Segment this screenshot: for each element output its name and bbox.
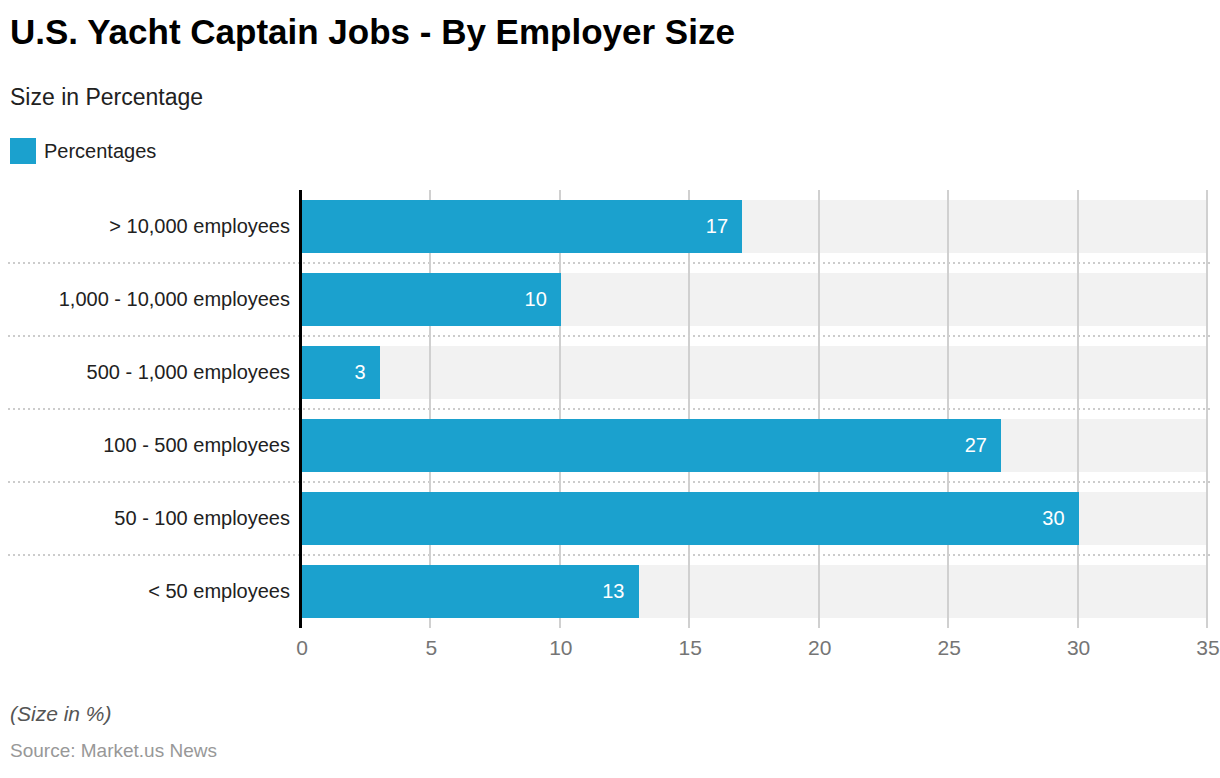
plot-area: 17 10 3 27 30 13 [302,190,1208,628]
category-label: 500 - 1,000 employees [0,336,290,409]
legend: Percentages [10,138,156,164]
x-tick-label: 10 [549,636,572,660]
bar-value-label: 10 [525,288,561,311]
x-tick-label: 5 [426,636,438,660]
footnote: (Size in %) [10,702,112,726]
category-label: 50 - 100 employees [0,482,290,555]
chart-root: U.S. Yacht Captain Jobs - By Employer Si… [0,0,1220,778]
bar: 27 [302,419,1001,472]
bar: 3 [302,346,380,399]
page-title: U.S. Yacht Captain Jobs - By Employer Si… [10,12,735,52]
bar-value-label: 17 [706,215,742,238]
bar-layer: 17 10 3 27 30 13 [302,190,1208,628]
legend-swatch-icon [10,138,36,164]
category-label: > 10,000 employees [0,190,290,263]
x-tick-label: 35 [1196,636,1219,660]
chart-subtitle: Size in Percentage [10,84,203,111]
bar-value-label: 30 [1042,507,1078,530]
bar-value-label: 13 [602,580,638,603]
x-tick-label: 0 [296,636,308,660]
category-label: 1,000 - 10,000 employees [0,263,290,336]
x-tick-label: 30 [1067,636,1090,660]
y-axis-line [299,190,302,628]
x-tick-label: 15 [679,636,702,660]
bar: 13 [302,565,639,618]
bar: 17 [302,200,742,253]
x-tick-label: 25 [937,636,960,660]
x-axis: 05101520253035 [302,636,1208,664]
category-label: 100 - 500 employees [0,409,290,482]
source-note: Source: Market.us News [10,740,217,762]
bar-value-label: 27 [965,434,1001,457]
x-tick-label: 20 [808,636,831,660]
bar: 30 [302,492,1079,545]
bar: 10 [302,273,561,326]
category-label: < 50 employees [0,555,290,628]
legend-label: Percentages [44,140,156,163]
bar-value-label: 3 [355,361,380,384]
